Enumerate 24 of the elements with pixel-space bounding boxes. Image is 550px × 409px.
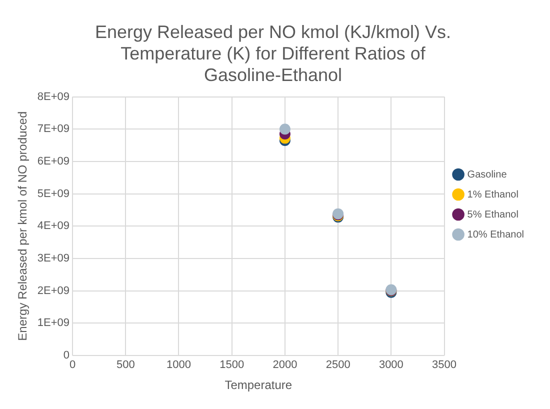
y-tick-label: 2E+09 [37, 284, 70, 297]
legend-label: Gasoline [467, 169, 508, 180]
x-tick-label: 2000 [272, 359, 298, 372]
x-tick-label: 3500 [432, 359, 457, 372]
y-tick-label: 6E+09 [37, 155, 70, 168]
point [279, 124, 290, 135]
legend-label: 5% Ethanol [467, 209, 518, 220]
y-tick-label: 8E+09 [37, 90, 70, 103]
y-axis-title: Energy Released per kmol of NO produced [16, 111, 30, 341]
y-tick-label: 1E+09 [37, 317, 70, 330]
legend-label: 10% Ethanol [467, 229, 524, 240]
x-tick-label: 2500 [326, 359, 350, 372]
chart-title: Energy Released per NO kmol (KJ/kmol) Vs. Temperature (K) for Different Ratios of Gasoline-Ethanol [94, 22, 452, 85]
x-tick-label: 1500 [220, 359, 244, 372]
y-tick-label: 7E+09 [37, 123, 70, 136]
x-tick-label: 1000 [166, 359, 191, 372]
legend-label: 1% Ethanol [467, 189, 518, 200]
y-tick-label: 4E+09 [37, 220, 70, 232]
x-tick-label: 3000 [378, 359, 404, 372]
x-axis-title: Temperature [224, 378, 292, 392]
y-tick-label: 5E+09 [37, 188, 70, 200]
y-tick-label: 0 [63, 349, 70, 362]
y-tick-label: 3E+09 [37, 252, 70, 264]
x-tick-label: 500 [116, 359, 135, 372]
